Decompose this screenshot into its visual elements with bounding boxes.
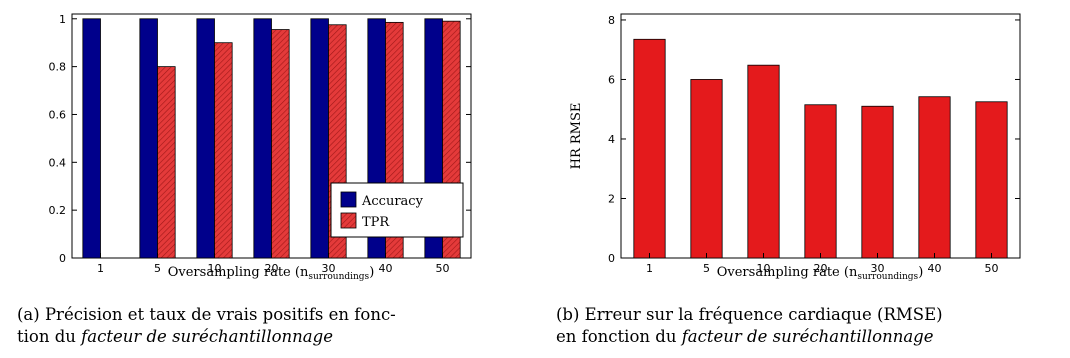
- chart-a-xtick-label: 50: [436, 262, 450, 275]
- legend-box: [330, 182, 464, 238]
- chart-b-ytick-label: 0: [608, 252, 615, 265]
- chart-a: 0 0.2 0.4 0.6 0.8 1 1 5 10 20 30 40 50 Oversampling…: [49, 13, 472, 282]
- chart-a-xtick-label: 1: [97, 262, 104, 275]
- caption-a: (a) Précision et taux de vrais positifs …: [17, 304, 396, 348]
- chart-a-ytick-label: 0.6: [49, 108, 67, 121]
- chart-a-bar-tpr: [271, 29, 290, 259]
- chart-b-xtick-label: 10: [757, 262, 771, 275]
- chart-b-xlabel: Oversampling rate (nsurroundings): [717, 265, 924, 282]
- chart-a-xlabel: Oversampling rate (nsurroundings): [168, 265, 375, 282]
- chart-a-ytick-label: 0.8: [49, 61, 67, 74]
- chart-b-bar-value: [975, 101, 1008, 259]
- caption-b-line2: en fonction du facteur de suréchantillon…: [556, 327, 934, 346]
- chart-b-xtick-label: 1: [646, 262, 653, 275]
- chart-a-bar-accuracy: [310, 18, 329, 259]
- chart-b-xtick-label: 20: [814, 262, 828, 275]
- chart-a-ytick-label: 1: [59, 13, 66, 26]
- chart-b-ytick-label: 4: [608, 133, 615, 146]
- chart-b-bar-value: [861, 105, 894, 259]
- chart-b-bar-value: [918, 96, 951, 259]
- chart-a-bar-accuracy: [82, 18, 101, 259]
- chart-a-xtick-label: 40: [379, 262, 393, 275]
- legend-label-tpr: TPR: [362, 215, 390, 230]
- chart-a-ytick-label: 0.4: [49, 156, 67, 169]
- legend-swatch-tpr: [340, 212, 357, 229]
- chart-b-ytick-label: 6: [608, 73, 615, 86]
- caption-a-line2: tion du facteur de suréchantillonnage: [17, 327, 333, 346]
- chart-a-bar-accuracy: [139, 18, 158, 259]
- chart-b-ylabel: HR RMSE: [569, 103, 584, 170]
- caption-b: (b) Erreur sur la fréquence cardiaque (R…: [556, 304, 943, 348]
- chart-a-ytick-label: 0.2: [49, 204, 67, 217]
- chart-a-xtick-label: 10: [208, 262, 222, 275]
- chart-a-legend: Accuracy TPR: [330, 182, 464, 238]
- chart-a-xtick-label: 5: [154, 262, 161, 275]
- chart-a-xtick-label: 20: [265, 262, 279, 275]
- legend-swatch-accuracy: [340, 191, 357, 208]
- chart-a-bar-accuracy: [196, 18, 215, 259]
- chart-a-bar-tpr: [214, 42, 233, 259]
- chart-b-xtick-label: 30: [871, 262, 885, 275]
- chart-b-xtick-label: 5: [703, 262, 710, 275]
- chart-b-xtick-label: 40: [928, 262, 942, 275]
- caption-a-line1: (a) Précision et taux de vrais positifs …: [17, 305, 396, 324]
- chart-b-xtick-label: 50: [985, 262, 999, 275]
- legend-label-accuracy: Accuracy: [361, 194, 424, 209]
- chart-b-ytick-label: 2: [608, 192, 615, 205]
- chart-a-xtick-label: 30: [322, 262, 336, 275]
- chart-b-bar-value: [804, 104, 837, 259]
- caption-b-line1: (b) Erreur sur la fréquence cardiaque (R…: [556, 305, 943, 324]
- chart-b-ytick-label: 8: [608, 14, 615, 27]
- chart-a-bar-tpr: [157, 66, 176, 259]
- chart-b-bar-value: [747, 64, 780, 259]
- chart-b-bar-value: [633, 38, 666, 259]
- chart-b: 0 2 4 6 8 1 5 10 20 30 40 50 Oversampling rate (ns…: [569, 13, 1021, 282]
- chart-a-ytick-label: 0: [59, 252, 66, 265]
- chart-a-bar-accuracy: [253, 18, 272, 259]
- chart-b-bar-value: [690, 79, 723, 259]
